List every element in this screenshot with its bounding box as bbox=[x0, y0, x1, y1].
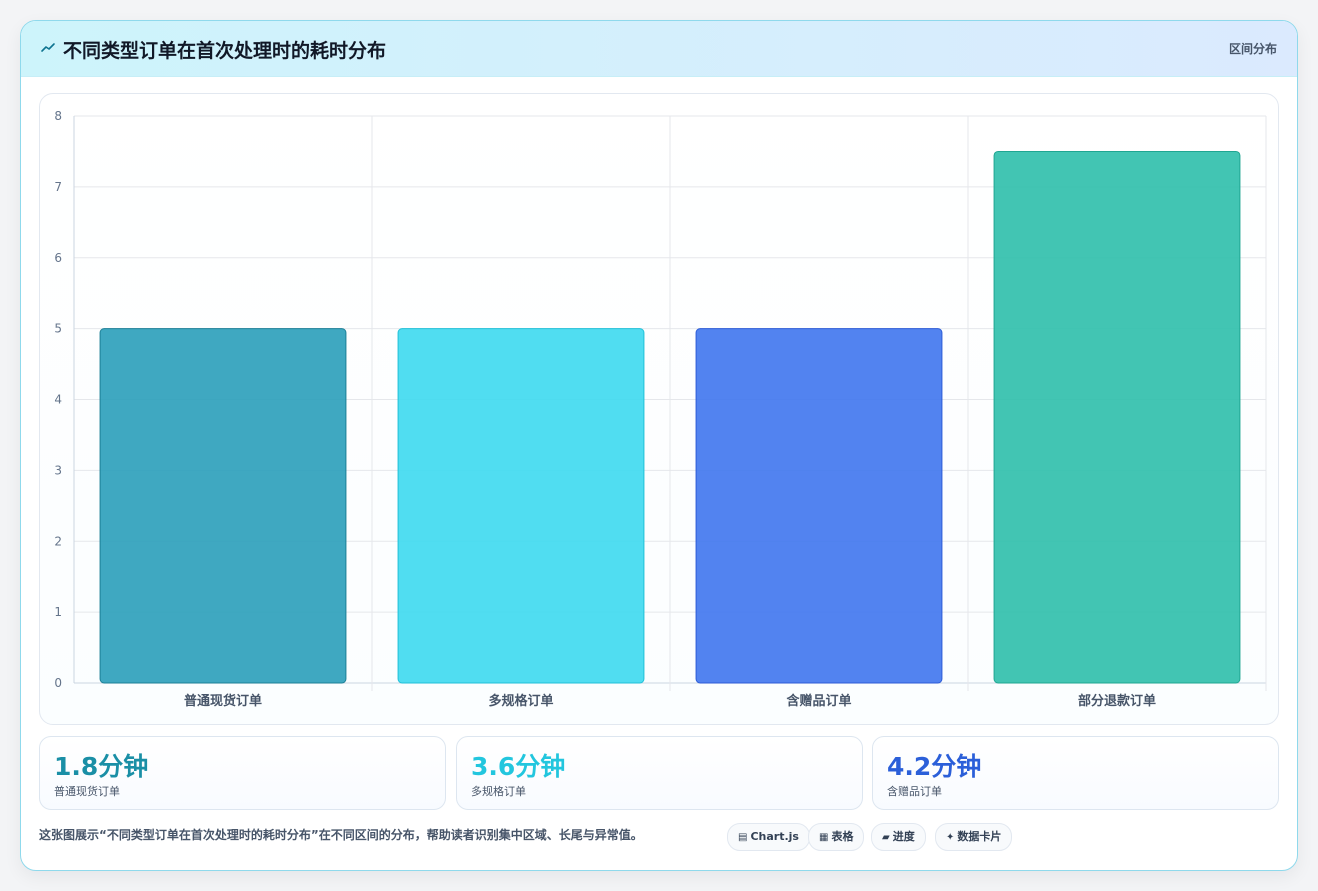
distribution-badge[interactable]: 区间分布 bbox=[1228, 42, 1277, 56]
tag-chartjs[interactable]: ▤ Chart.js bbox=[727, 823, 810, 851]
y-tick-label: 0 bbox=[54, 676, 62, 690]
tag-label: Chart.js bbox=[750, 830, 799, 843]
stat-card: 1.8分钟 普通现货订单 bbox=[39, 736, 446, 810]
tag-label: 数据卡片 bbox=[957, 830, 1002, 843]
chart-description: 这张图展示“不同类型订单在首次处理时的耗时分布”在不同区间的分布，帮助读者识别集… bbox=[39, 828, 643, 842]
progress-icon: ▰ bbox=[882, 832, 890, 843]
x-tick-label: 部分退款订单 bbox=[1078, 693, 1156, 709]
stat-label: 普通现货订单 bbox=[54, 785, 120, 798]
sparkle-icon: ✦ bbox=[946, 832, 955, 843]
table-icon: ▦ bbox=[819, 832, 829, 843]
stat-value: 4.2分钟 bbox=[887, 752, 982, 781]
y-tick-label: 2 bbox=[54, 534, 62, 548]
chart-card: 不同类型订单在首次处理时的耗时分布 区间分布 0 1 2 3 4 5 6 7 8 普通现货订单 多规… bbox=[20, 20, 1298, 871]
tag-table[interactable]: ▦ 表格 bbox=[808, 823, 865, 851]
bar bbox=[993, 150, 1241, 684]
y-tick-label: 4 bbox=[54, 393, 62, 407]
bar bbox=[397, 328, 645, 684]
y-tick-label: 1 bbox=[54, 605, 62, 619]
y-tick-label: 3 bbox=[54, 463, 62, 477]
stat-value: 1.8分钟 bbox=[54, 752, 149, 781]
page-title: 不同类型订单在首次处理时的耗时分布 bbox=[63, 40, 387, 62]
y-tick-label: 7 bbox=[54, 180, 62, 194]
bar-chart: 0 1 2 3 4 5 6 7 8 普通现货订单 多规格订单 含赠品订单 部分退款订单 bbox=[54, 109, 1267, 709]
stat-card: 3.6分钟 多规格订单 bbox=[456, 736, 863, 810]
y-tick-label: 8 bbox=[54, 109, 62, 123]
tag-progress[interactable]: ▰ 进度 bbox=[871, 823, 926, 851]
tag-label: 表格 bbox=[831, 830, 854, 843]
chart-trend-icon bbox=[40, 40, 56, 56]
stat-card: 4.2分钟 含赠品订单 bbox=[872, 736, 1279, 810]
x-tick-label: 普通现货订单 bbox=[184, 693, 262, 709]
chart-area: 0 1 2 3 4 5 6 7 8 普通现货订单 多规格订单 含赠品订单 部分退款订单 bbox=[39, 93, 1279, 725]
x-tick-label: 含赠品订单 bbox=[785, 693, 851, 709]
stat-value: 3.6分钟 bbox=[471, 752, 566, 781]
bar bbox=[99, 328, 347, 684]
x-tick-label: 多规格订单 bbox=[488, 693, 553, 709]
tag-label: 进度 bbox=[892, 830, 915, 843]
chart-icon: ▤ bbox=[738, 832, 748, 843]
y-tick-label: 6 bbox=[54, 251, 62, 265]
y-tick-label: 5 bbox=[54, 322, 62, 336]
stat-label: 多规格订单 bbox=[471, 785, 526, 798]
tag-data-cards[interactable]: ✦ 数据卡片 bbox=[935, 823, 1013, 851]
card-header: 不同类型订单在首次处理时的耗时分布 区间分布 bbox=[21, 21, 1297, 77]
stat-label: 含赠品订单 bbox=[887, 785, 942, 798]
bar bbox=[695, 328, 943, 684]
